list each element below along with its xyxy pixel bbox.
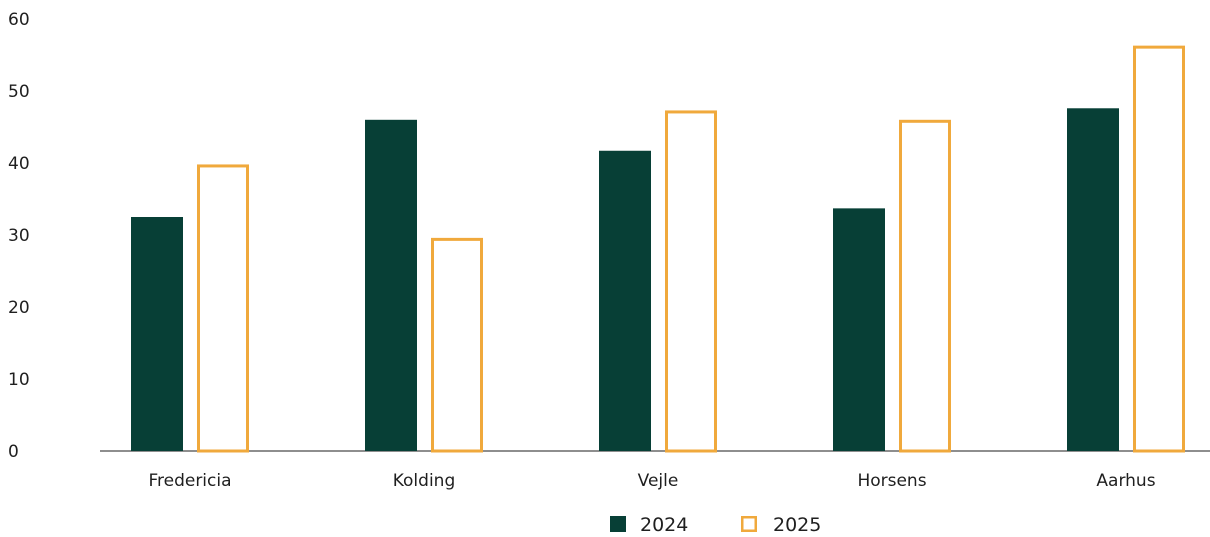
bar-fredericia-2025: [197, 164, 249, 453]
y-tick-label: 20: [8, 298, 30, 318]
y-tick-label: 60: [8, 10, 30, 30]
x-category-label: Vejle: [638, 471, 679, 491]
y-tick-label: 50: [8, 82, 30, 102]
bars-group: [131, 45, 1185, 453]
legend-label-2025: 2025: [773, 514, 821, 536]
y-tick-label: 30: [8, 226, 30, 246]
bar-aarhus-2024: [1067, 108, 1119, 451]
y-tick-label: 40: [8, 154, 30, 174]
bar-aarhus-2025: [1133, 45, 1185, 453]
y-axis-tick-labels: 0 10 20 30 40 50 60: [8, 10, 30, 462]
legend: 2024 2025: [610, 514, 821, 536]
legend-swatch-2024: [610, 516, 626, 532]
legend-swatch-2025: [741, 516, 757, 532]
bar-kolding-2025: [431, 237, 483, 453]
bar-fredericia-2024: [131, 217, 183, 451]
x-category-label: Fredericia: [148, 471, 231, 491]
x-axis-category-labels: Fredericia Kolding Vejle Horsens Aarhus: [148, 471, 1155, 491]
x-category-label: Aarhus: [1096, 471, 1155, 491]
bar-vejle-2025: [665, 110, 717, 453]
bar-vejle-2024: [599, 150, 651, 451]
y-tick-label: 10: [8, 370, 30, 390]
x-category-label: Horsens: [857, 471, 926, 491]
x-category-label: Kolding: [393, 471, 456, 491]
legend-label-2024: 2024: [640, 514, 688, 536]
y-tick-label: 0: [8, 442, 19, 462]
bar-horsens-2024: [833, 208, 885, 451]
bar-horsens-2025: [899, 119, 951, 453]
bar-kolding-2024: [365, 119, 417, 452]
